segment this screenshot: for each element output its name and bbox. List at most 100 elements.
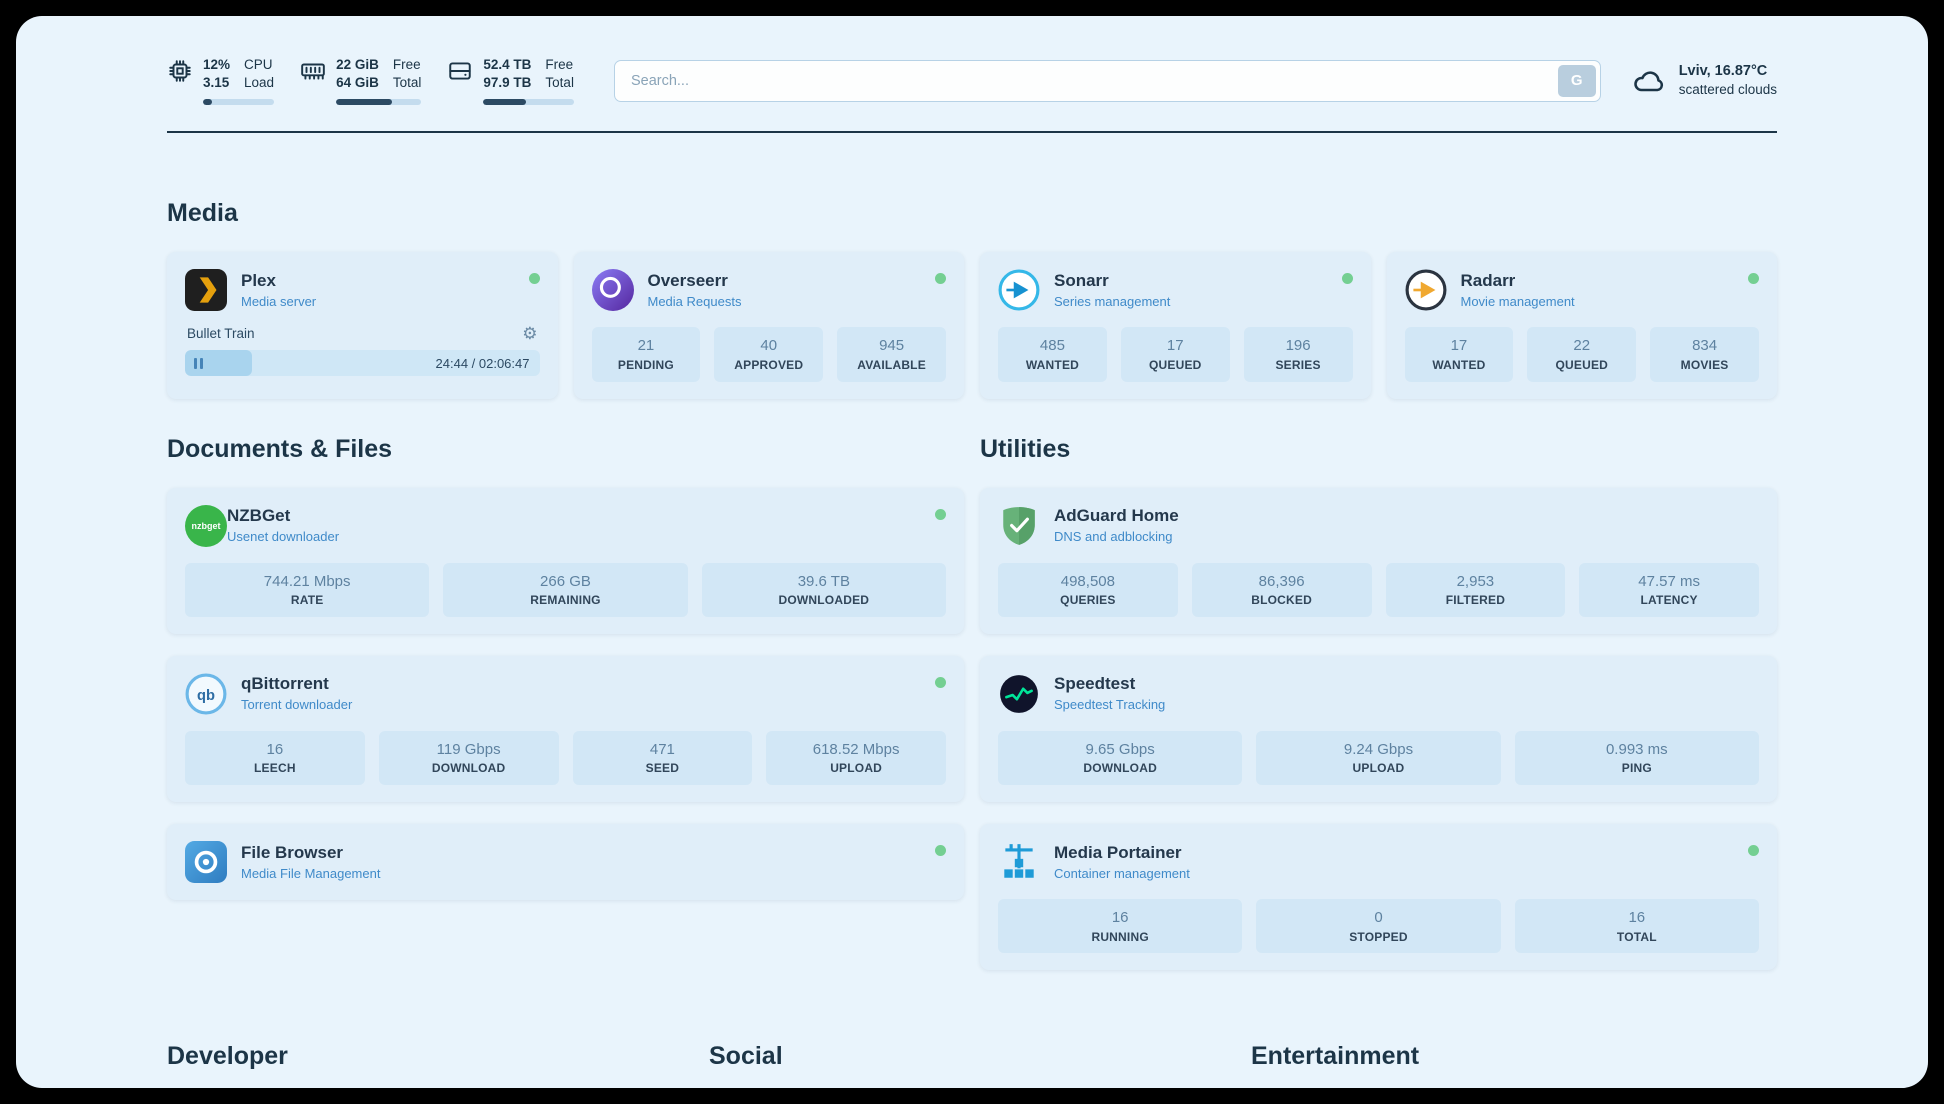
qbittorrent-icon: qb	[185, 673, 227, 715]
status-dot	[935, 844, 946, 856]
service-card-filebrowser[interactable]: File Browser Media File Management	[167, 823, 964, 900]
stat-wanted: 17 WANTED	[1404, 327, 1514, 382]
service-subtitle: Media server	[241, 294, 317, 310]
cpu-chip-icon	[169, 60, 191, 82]
weather-widget: Lviv, 16.87°C scattered clouds	[1631, 61, 1777, 100]
search-input[interactable]	[613, 59, 1601, 102]
cpu-load-label: Load	[244, 75, 275, 91]
stat-download: 9.65 Gbps DOWNLOAD	[998, 730, 1243, 785]
stat-queries: 498,508 QUERIES	[998, 562, 1178, 617]
disk-free-label: Free	[545, 57, 574, 72]
settings-gear-icon[interactable]: ⚙	[522, 324, 538, 344]
dashboard-page: 12% 3.15 CPU Load	[16, 16, 1928, 1088]
bookmark-group-social: Social LI LinkedIn linkedin.com TW Twitt…	[709, 1042, 1235, 1088]
service-subtitle: Media Requests	[647, 294, 742, 310]
stat-filtered: 2,953 FILTERED	[1385, 562, 1566, 617]
stat-queued: 22 QUEUED	[1527, 327, 1637, 382]
service-card-portainer[interactable]: Media Portainer Container management 16 …	[980, 823, 1777, 970]
memory-free-value: 22 GiB	[336, 57, 379, 72]
service-card-adguard[interactable]: AdGuard Home DNS and adblocking 498,508 …	[980, 487, 1777, 634]
cpu-label: CPU	[244, 57, 273, 72]
stat-latency: 47.57 ms LATENCY	[1579, 562, 1759, 617]
memory-total-value: 64 GiB	[336, 75, 379, 91]
search-bar: G	[613, 59, 1601, 102]
service-card-sonarr[interactable]: Sonarr Series management 485 WANTED 17 Q…	[980, 252, 1371, 399]
section-title-media: Media	[167, 199, 238, 228]
cloud-icon	[1633, 71, 1663, 91]
service-name: File Browser	[241, 842, 344, 862]
status-dot	[935, 273, 946, 285]
disk-free-value: 52.4 TB	[483, 57, 532, 72]
cpu-load-value: 3.15	[203, 75, 230, 91]
service-subtitle: DNS and adblocking	[1054, 529, 1173, 545]
bookmark-group-title: Developer	[167, 1042, 288, 1070]
stat-upload: 618.52 Mbps UPLOAD	[766, 730, 946, 785]
bookmark-group-title: Social	[709, 1042, 783, 1070]
svg-text:qb: qb	[197, 687, 215, 703]
service-subtitle: Series management	[1054, 294, 1171, 310]
status-dot	[1748, 844, 1759, 856]
disk-usage-bar	[483, 99, 574, 106]
plex-icon	[185, 269, 227, 312]
stat-ping: 0.993 ms PING	[1514, 730, 1759, 785]
bookmark-group-developer: Developer GH Github github.com SO StackO…	[167, 1042, 693, 1088]
service-name: qBittorrent	[241, 674, 329, 694]
weather-location: Lviv, 16.87°C	[1678, 63, 1768, 80]
search-provider-button[interactable]: G	[1557, 64, 1596, 97]
section-title-documents: Documents & Files	[167, 434, 393, 463]
service-name: Overseerr	[647, 271, 728, 291]
service-name: Media Portainer	[1054, 842, 1182, 862]
memory-usage-bar	[336, 99, 422, 106]
stat-stopped: 0 STOPPED	[1256, 898, 1501, 953]
status-dot	[1341, 273, 1353, 285]
speedtest-icon	[998, 673, 1040, 715]
weather-condition: scattered clouds	[1678, 82, 1777, 98]
service-card-nzbget[interactable]: nzbget NZBGet Usenet downloader 744.21 M…	[167, 487, 964, 634]
header-divider	[167, 131, 1777, 134]
service-card-qbittorrent[interactable]: qb qBittorrent Torrent downloader 16	[167, 655, 964, 802]
header: 12% 3.15 CPU Load	[167, 16, 1777, 106]
playback-progress-bar[interactable]: 24:44 / 02:06:47	[185, 350, 540, 377]
memory-free-label: Free	[392, 57, 421, 72]
adguard-icon	[998, 505, 1040, 547]
pause-icon[interactable]	[194, 357, 203, 369]
playback-time: 24:44 / 02:06:47	[435, 355, 530, 371]
stat-wanted: 485 WANTED	[998, 327, 1107, 382]
service-name: NZBGet	[227, 506, 291, 526]
cpu-widget: 12% 3.15 CPU Load	[167, 56, 275, 106]
service-name: AdGuard Home	[1054, 506, 1179, 526]
stat-upload: 9.24 Gbps UPLOAD	[1256, 730, 1501, 785]
status-dot	[935, 508, 946, 520]
service-card-overseerr[interactable]: Overseerr Media Requests 21 PENDING 40 A…	[573, 252, 964, 399]
overseerr-icon	[591, 269, 634, 312]
disk-widget: 52.4 TB 97.9 TB Free Total	[447, 56, 574, 106]
section-media: Media Plex Media server	[167, 199, 1777, 399]
service-subtitle: Media File Management	[241, 865, 381, 881]
now-playing-title: Bullet Train	[187, 326, 255, 342]
stat-download: 119 Gbps DOWNLOAD	[378, 730, 559, 785]
stat-seed: 471 SEED	[572, 730, 753, 785]
memory-widget: 22 GiB 64 GiB Free Total	[300, 56, 422, 106]
stat-approved: 40 APPROVED	[714, 327, 824, 382]
stat-movies: 834 MOVIES	[1650, 327, 1759, 382]
service-subtitle: Container management	[1054, 865, 1190, 881]
stat-total: 16 TOTAL	[1514, 898, 1759, 953]
stat-blocked: 86,396 BLOCKED	[1191, 562, 1372, 617]
bookmark-group-title: Entertainment	[1251, 1042, 1420, 1070]
sonarr-icon	[998, 269, 1040, 311]
stat-rate: 744.21 Mbps RATE	[185, 562, 430, 617]
stat-running: 16 RUNNING	[998, 898, 1243, 953]
section-title-utilities: Utilities	[980, 434, 1071, 463]
service-card-plex[interactable]: Plex Media server Bullet Train ⚙	[167, 252, 558, 399]
portainer-icon	[998, 841, 1040, 883]
bookmark-group-entertainment: Entertainment YT YouTube youtube.com NF …	[1251, 1042, 1777, 1088]
service-card-radarr[interactable]: Radarr Movie management 17 WANTED 22 QUE…	[1386, 252, 1777, 399]
disk-total-value: 97.9 TB	[483, 75, 532, 91]
memory-total-label: Total	[392, 75, 422, 91]
cpu-percent: 12%	[203, 57, 231, 72]
ram-icon	[301, 63, 325, 80]
now-playing-widget: Bullet Train ⚙ 24:44 / 02:06:47	[185, 324, 540, 377]
service-name: Plex	[241, 271, 276, 291]
service-card-speedtest[interactable]: Speedtest Speedtest Tracking 9.65 Gbps D…	[980, 655, 1777, 802]
cpu-usage-bar	[203, 99, 275, 106]
